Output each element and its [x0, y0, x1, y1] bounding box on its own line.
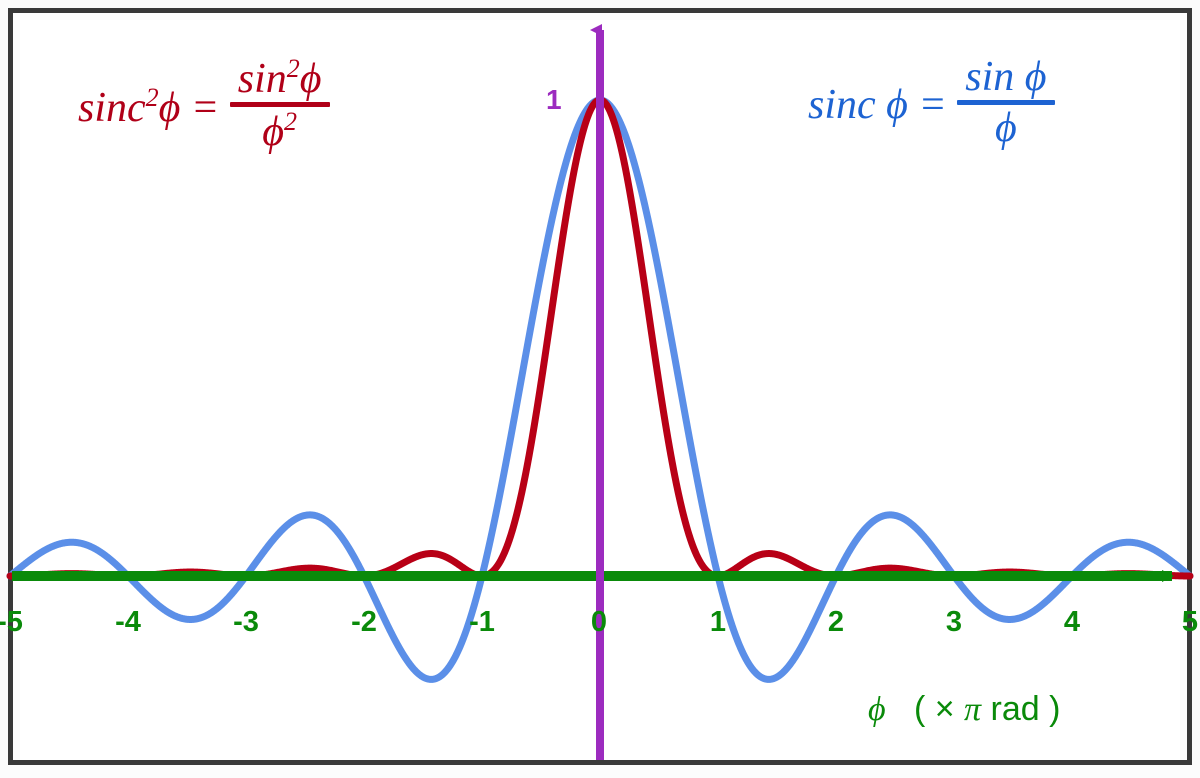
formula-sinc-squared-lhs: sinc2ϕ = [78, 82, 220, 131]
formula-sinc: sinc ϕ = sin ϕ ϕ [808, 54, 1055, 151]
fraction-numerator: sin ϕ [965, 54, 1047, 100]
x-tick-label-neg3: -3 [233, 606, 259, 638]
y-axis-tick-label-1: 1 [546, 84, 562, 115]
formula-sinc-fraction: sin ϕ ϕ [957, 54, 1055, 151]
fraction-denominator: ϕ2 [262, 107, 298, 155]
x-tick-label-4: 4 [1063, 606, 1081, 638]
x-tick-label-1: 1 [709, 606, 727, 638]
x-axis-label-units: ( × π rad ) [895, 690, 1061, 728]
fraction-numerator: sin2ϕ [237, 54, 322, 102]
x-tick-label-neg5: -5 [0, 606, 23, 638]
x-tick-label-neg4: -4 [115, 606, 141, 638]
formula-sinc-squared-fraction: sin2ϕ ϕ2 [229, 54, 330, 155]
x-tick-label-2: 2 [827, 606, 845, 638]
x-axis-label-symbol: ϕ [868, 691, 886, 728]
fraction-denominator: ϕ [995, 105, 1017, 151]
x-tick-label-neg2: -2 [351, 606, 377, 638]
x-axis-label: ϕ ( × π rad ) [868, 690, 1060, 729]
x-tick-label-3: 3 [945, 606, 963, 638]
x-tick-label-0: 0 [590, 606, 608, 638]
fraction-bar [957, 100, 1055, 105]
x-tick-label-5: 5 [1181, 606, 1199, 638]
formula-sinc-lhs: sinc ϕ = [808, 81, 947, 128]
formula-sinc-squared: sinc2ϕ = sin2ϕ ϕ2 [78, 54, 330, 155]
x-tick-label-neg1: -1 [469, 606, 495, 638]
fraction-bar [229, 102, 330, 107]
